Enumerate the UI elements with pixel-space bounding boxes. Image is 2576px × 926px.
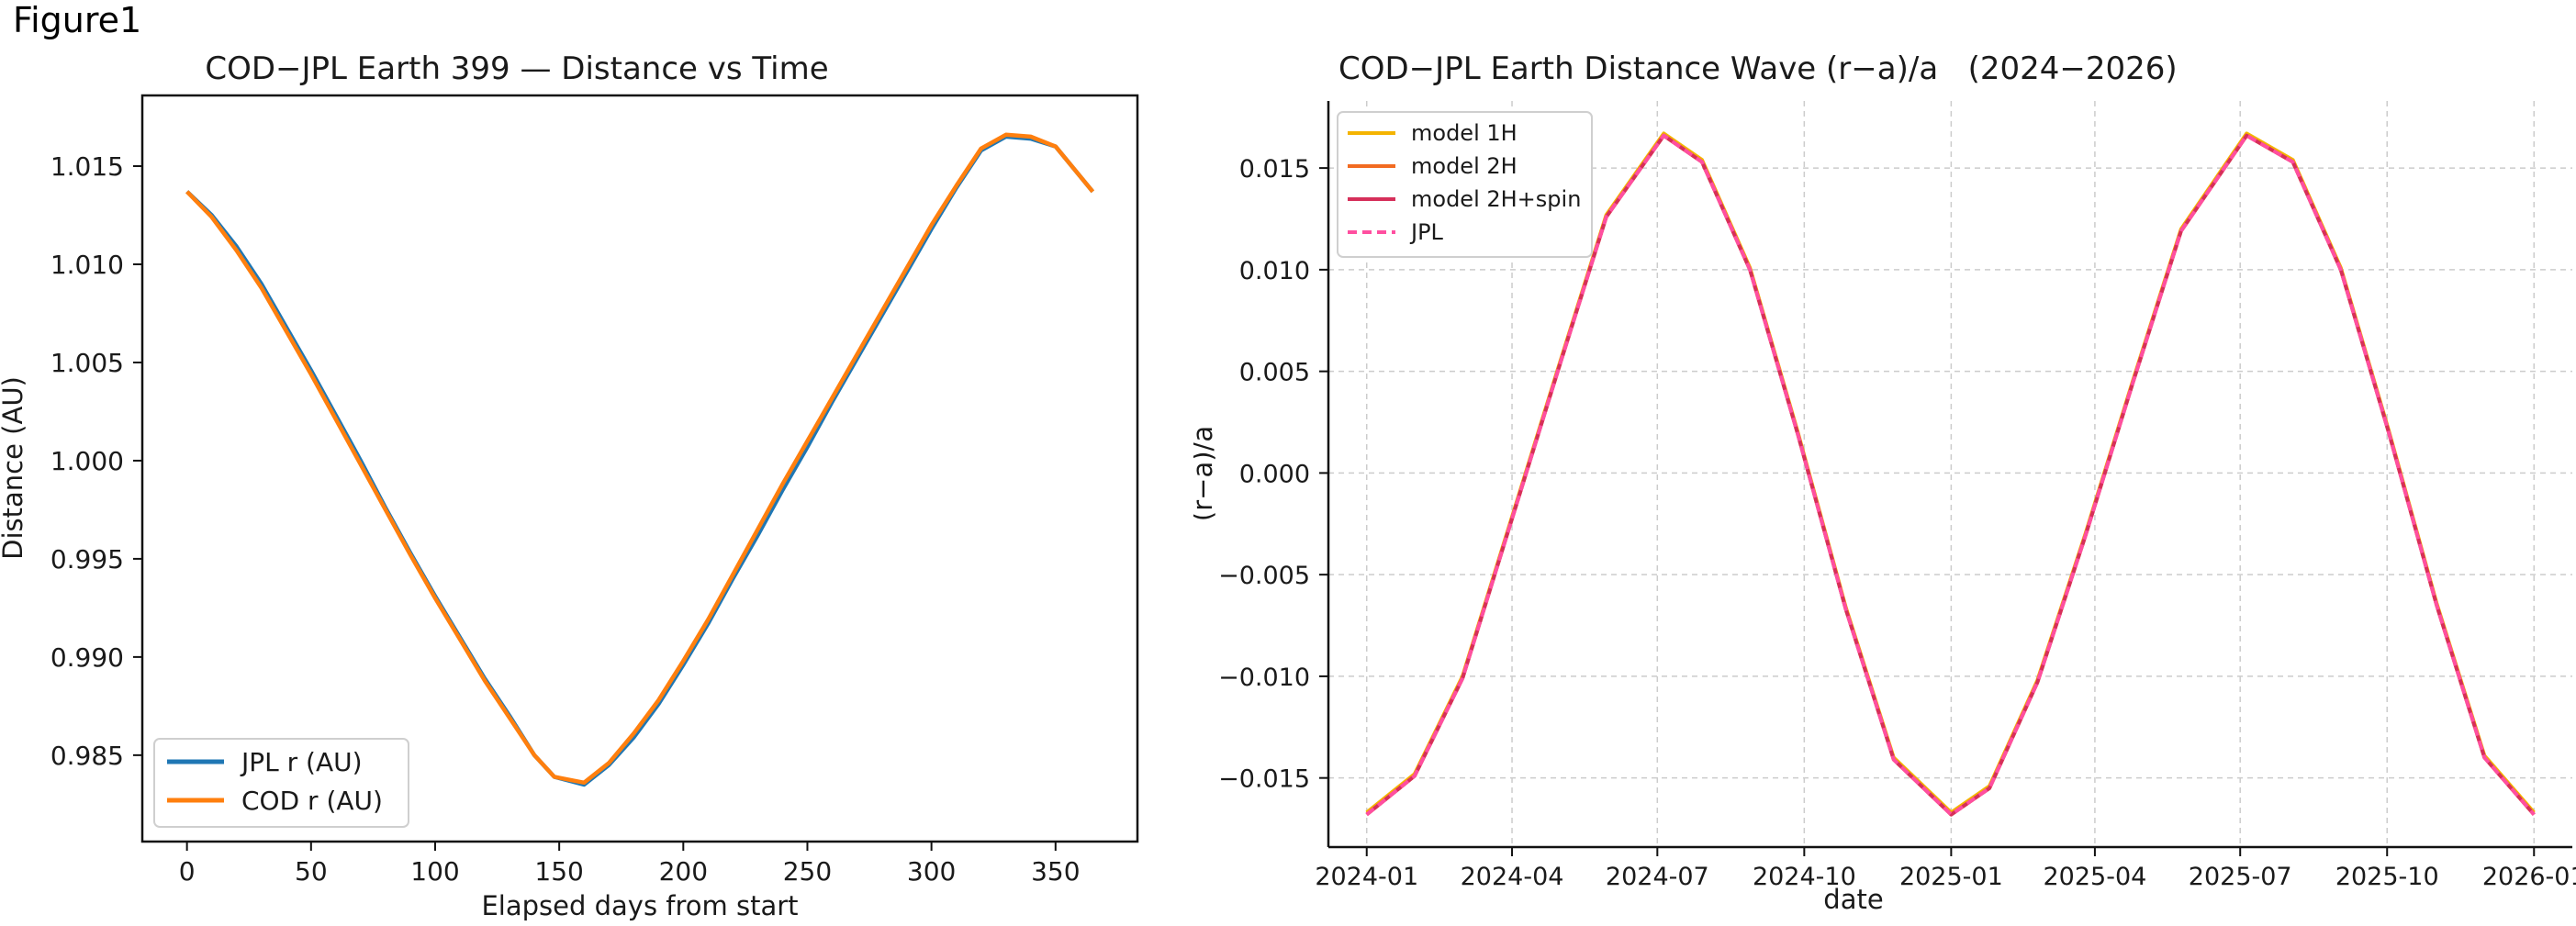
y-tick-label: 1.005 xyxy=(50,348,124,378)
x-tick-label: 2025-04 xyxy=(2044,863,2147,891)
legend-label-jpl: JPL r (AU) xyxy=(240,747,363,777)
legend-label-cod: COD r (AU) xyxy=(241,786,383,816)
x-tick-label: 150 xyxy=(534,856,583,887)
x-tick-label: 2025-10 xyxy=(2335,863,2439,891)
plot-frame xyxy=(140,94,1139,843)
series-line-cod-r-au xyxy=(185,132,1095,786)
y-tick-label: 1.015 xyxy=(50,151,124,182)
x-tick-label: 2024-04 xyxy=(1461,863,1564,891)
y-axis-label: Distance (AU) xyxy=(0,376,28,560)
y-tick-label: −0.015 xyxy=(1218,765,1310,794)
series-line-jpl-r-au xyxy=(185,134,1095,787)
legend: model 1H model 2H model 2H+spin JPL xyxy=(1337,111,1593,258)
chart-title: COD−JPL Earth 399 — Distance vs Time xyxy=(205,50,828,87)
x-tick-label: 2025-01 xyxy=(1899,863,2003,891)
y-tick-label: 1.010 xyxy=(50,250,124,280)
y-tick-label: 0.015 xyxy=(1239,155,1310,184)
x-tick-label: 0 xyxy=(179,856,196,887)
legend-box xyxy=(1337,111,1593,258)
legend: JPL r (AU) COD r (AU) xyxy=(153,738,409,828)
x-axis-label: date xyxy=(1823,884,1883,915)
y-tick-label: 0.995 xyxy=(50,544,124,575)
y-tick-label: 0.985 xyxy=(50,741,124,771)
legend-label-model-2h-spin: model 2H+spin xyxy=(1411,186,1581,212)
y-tick-label: 0.990 xyxy=(50,642,124,673)
y-tick-label: 0.010 xyxy=(1239,257,1310,285)
series-line-jpl xyxy=(1365,133,2536,817)
y-tick-label: 1.000 xyxy=(50,446,124,476)
x-axis-label: Elapsed days from start xyxy=(481,890,798,921)
x-tick-label: 250 xyxy=(783,856,832,887)
legend-label-jpl: JPL xyxy=(1409,219,1444,245)
y-tick-label: −0.010 xyxy=(1218,664,1310,692)
distance-chart: COD−JPL Earth 399 — Distance vs Time Dis… xyxy=(0,50,1139,921)
x-tick-label: 350 xyxy=(1031,856,1080,887)
x-tick-label: 50 xyxy=(295,856,328,887)
x-tick-label: 2024-01 xyxy=(1315,863,1418,891)
x-tick-label: 100 xyxy=(410,856,459,887)
legend-label-model-2h: model 2H xyxy=(1411,153,1518,179)
x-tick-label: 2024-10 xyxy=(1753,863,1856,891)
x-tick-label: 200 xyxy=(659,856,708,887)
x-tick-label: 2025-07 xyxy=(2189,863,2292,891)
x-tick-label: 300 xyxy=(907,856,956,887)
figure-label: Figure1 xyxy=(13,0,142,40)
y-tick-label: −0.005 xyxy=(1218,562,1310,590)
y-axis-label: (r−a)/a xyxy=(1193,426,1218,521)
chart-title: COD−JPL Earth Distance Wave (r−a)/a (202… xyxy=(1338,50,2178,87)
y-tick-label: 0.005 xyxy=(1239,359,1310,387)
x-tick-label: 2026-01 xyxy=(2482,863,2576,891)
y-tick-label: 0.000 xyxy=(1239,460,1310,488)
legend-label-model-1h: model 1H xyxy=(1411,120,1518,146)
x-tick-label: 2024-07 xyxy=(1606,863,1709,891)
wave-chart: COD−JPL Earth Distance Wave (r−a)/a (202… xyxy=(1193,50,2576,915)
